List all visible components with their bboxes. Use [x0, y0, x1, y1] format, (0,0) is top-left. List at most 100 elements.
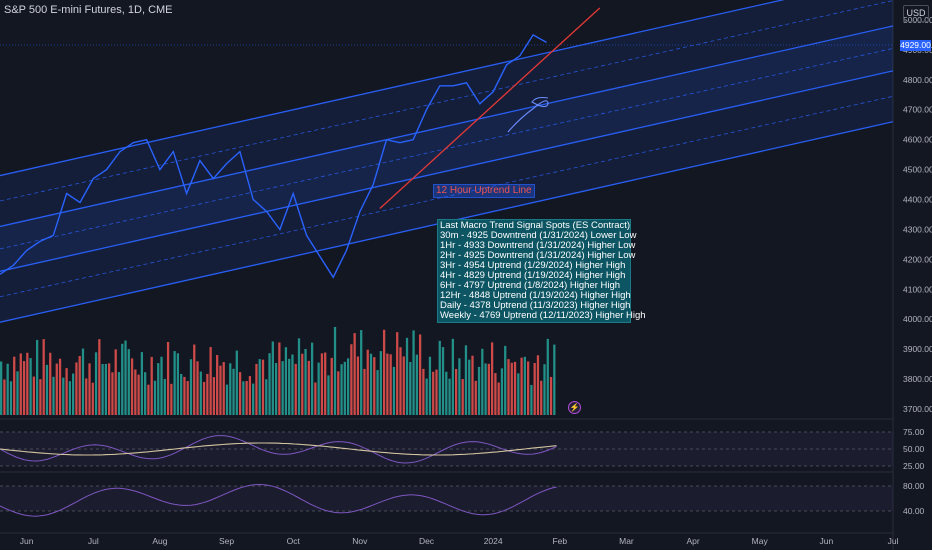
volume-bar: [291, 354, 294, 415]
oscillator-1-tick-label: 25.00: [903, 461, 925, 471]
volume-bar: [317, 362, 320, 415]
volume-bar: [445, 371, 448, 415]
volume-bar: [127, 349, 130, 415]
volume-bar: [114, 349, 117, 415]
volume-bar: [52, 376, 55, 415]
x-tick-label: Jun: [819, 536, 833, 546]
lightning-icon[interactable]: ⚡: [568, 401, 581, 414]
volume-bar: [157, 363, 160, 415]
volume-bar: [451, 338, 454, 415]
volume-bar: [484, 363, 487, 415]
volume-bar: [88, 363, 91, 415]
oscillator-1-tick-label: 75.00: [903, 427, 925, 437]
volume-bar: [98, 339, 101, 415]
y-tick-label: 4400.00: [903, 195, 932, 205]
signal-line: Daily - 4378 Uptrend (11/3/2023) Higher …: [440, 300, 631, 311]
volume-bar: [261, 359, 265, 415]
x-tick-label: Mar: [619, 536, 634, 546]
volume-bar: [546, 338, 549, 415]
volume-bar: [219, 365, 222, 415]
volume-bar: [386, 353, 389, 415]
volume-bar: [144, 372, 147, 415]
channel-mid-line: [0, 95, 894, 298]
volume-bar: [9, 381, 13, 415]
volume-bar: [170, 383, 173, 415]
volume-bar: [49, 352, 52, 415]
volume-bar: [252, 383, 255, 415]
x-tick-label: Apr: [686, 536, 699, 546]
drawing-mark: [507, 96, 549, 133]
volume-bar: [186, 381, 189, 415]
signal-line: 4Hr - 4829 Uptrend (1/19/2024) Higher Hi…: [440, 270, 626, 281]
volume-bar: [160, 356, 163, 415]
volume-bar: [536, 355, 540, 415]
channel-mid-line: [0, 48, 894, 250]
channel-line: [0, 0, 785, 177]
volume-bar: [415, 354, 418, 415]
volume-bar: [533, 362, 536, 415]
volume-bar: [108, 363, 111, 415]
volume-bar: [389, 354, 392, 415]
volume-bar: [432, 371, 435, 415]
trend-line-label: 12 Hour Uptrend Line: [433, 184, 535, 198]
y-tick-label: 4600.00: [903, 135, 932, 145]
x-tick-label: 2024: [484, 536, 503, 546]
volume-bar: [13, 356, 16, 415]
volume-bar: [500, 368, 504, 415]
oscillator-2-tick-label: 80.00: [903, 481, 925, 491]
volume-bar: [281, 361, 284, 415]
volume-bar: [55, 363, 58, 415]
volume-bar: [435, 369, 438, 415]
volume-bar: [382, 329, 386, 415]
volume-bar: [412, 330, 415, 415]
channel-upper-band: [0, 0, 893, 227]
volume-bar: [235, 350, 238, 415]
signal-line: Weekly - 4769 Uptrend (12/11/2023) Highe…: [440, 310, 646, 321]
volume-bar: [487, 363, 490, 415]
y-tick-label: 4100.00: [903, 284, 932, 294]
volume-bar: [22, 361, 26, 415]
volume-bar: [530, 384, 533, 415]
volume-bar: [294, 363, 297, 415]
volume-bar: [337, 371, 340, 415]
volume-bar: [422, 368, 425, 415]
volume-bar: [405, 337, 409, 415]
x-tick-label: Dec: [419, 536, 435, 546]
volume-bar: [379, 351, 382, 415]
x-tick-label: Aug: [152, 536, 167, 546]
volume-bar: [297, 338, 301, 415]
volume-bar: [356, 356, 360, 415]
volume-bar: [202, 381, 206, 415]
volume-bar: [402, 356, 405, 415]
volume-bar: [6, 363, 9, 415]
volume-bar: [255, 363, 258, 415]
volume-bar: [29, 358, 32, 415]
volume-bar: [16, 371, 19, 415]
x-tick-label: Jun: [20, 536, 34, 546]
volume-bar: [137, 374, 140, 415]
x-tick-label: May: [752, 536, 769, 546]
volume-bar: [549, 376, 553, 415]
oscillator-2-band: [0, 486, 893, 511]
x-tick-label: Jul: [88, 536, 99, 546]
volume-bar: [117, 372, 121, 415]
volume-bar: [474, 380, 477, 415]
volume-bar: [448, 378, 451, 415]
volume-bar: [0, 361, 3, 415]
volume-bar: [183, 376, 186, 415]
volume-bar: [180, 373, 183, 415]
volume-bar: [189, 359, 193, 415]
volume-bar: [268, 353, 271, 415]
volume-bar: [134, 369, 137, 415]
volume-bar: [464, 345, 468, 415]
volume-bar: [39, 379, 42, 415]
volume-bar: [284, 347, 288, 415]
volume-bar: [26, 352, 29, 415]
volume-bar: [304, 348, 307, 415]
volume-bar: [425, 378, 428, 415]
currency-button[interactable]: USD: [903, 5, 929, 22]
y-tick-label: 4800.00: [903, 75, 932, 85]
volume-bar: [75, 362, 78, 415]
volume-bar: [62, 377, 65, 415]
volume-bar: [543, 364, 546, 415]
